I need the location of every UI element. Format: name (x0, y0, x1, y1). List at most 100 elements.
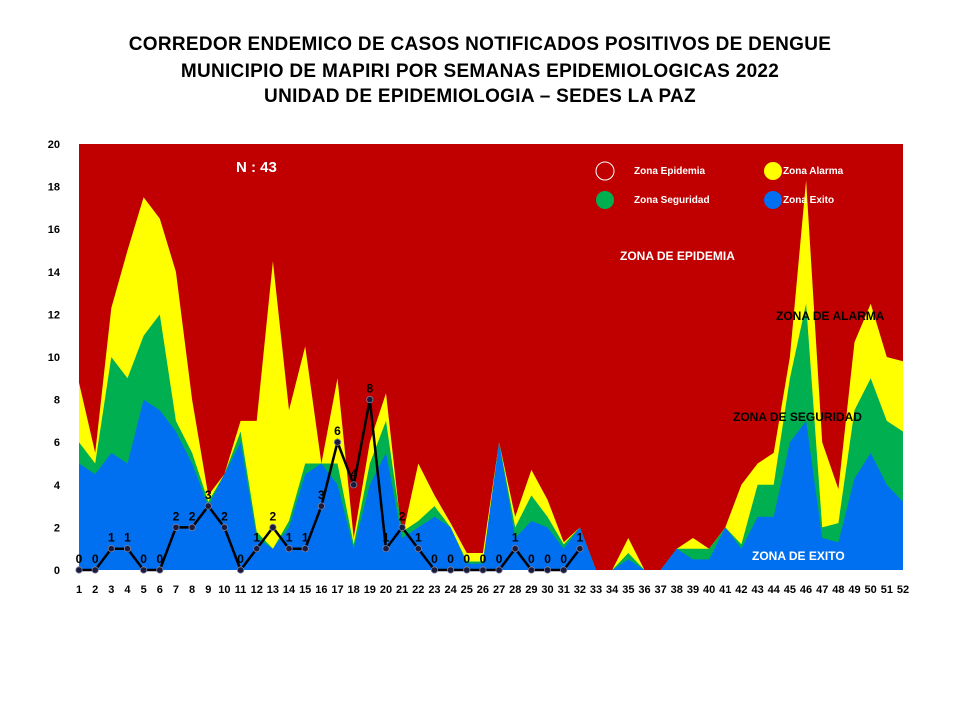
zone-epidemia-label: ZONA DE EPIDEMIA (620, 249, 735, 263)
case-data-label: 0 (480, 552, 487, 566)
case-point (414, 545, 422, 553)
x-tick-label: 41 (719, 584, 731, 596)
x-tick-label: 40 (703, 584, 715, 596)
case-point (366, 395, 374, 404)
x-tick-label: 1 (76, 584, 82, 596)
chart-title-line-3: UNIDAD DE EPIDEMIOLOGIA – SEDES LA PAZ (264, 86, 696, 107)
x-tick-label: 7 (173, 584, 179, 596)
case-data-label: 0 (463, 552, 470, 566)
x-tick-label: 11 (235, 584, 247, 596)
x-tick-label: 28 (509, 584, 521, 596)
x-tick-label: 15 (299, 584, 311, 596)
x-tick-label: 3 (108, 584, 114, 596)
case-data-label: 0 (431, 552, 438, 566)
case-data-label: 0 (156, 552, 163, 566)
x-tick-label: 32 (574, 584, 586, 596)
case-point (123, 545, 132, 553)
case-point (140, 566, 148, 574)
x-tick-label: 46 (800, 584, 812, 596)
x-tick-label: 10 (218, 584, 230, 596)
x-tick-label: 52 (897, 584, 909, 596)
case-point (511, 545, 519, 553)
zone-seguridad-label: ZONA DE SEGURIDAD (733, 410, 862, 424)
case-data-label: 2 (189, 509, 196, 523)
x-tick-label: 13 (267, 584, 279, 596)
x-tick-label: 45 (784, 584, 796, 596)
n-label: N : 43 (236, 159, 277, 176)
x-tick-label: 33 (590, 584, 602, 596)
x-tick-label: 29 (525, 584, 537, 596)
x-tick-label: 48 (832, 584, 844, 596)
case-point (188, 523, 196, 532)
case-data-label: 0 (76, 552, 83, 566)
x-tick-label: 31 (558, 584, 570, 596)
case-point (543, 566, 552, 574)
x-tick-label: 35 (622, 584, 634, 596)
x-tick-label: 9 (205, 584, 211, 596)
x-tick-label: 18 (348, 584, 360, 596)
y-tick-label: 8 (54, 395, 60, 407)
case-point (172, 523, 180, 532)
x-tick-label: 2 (92, 584, 98, 596)
case-point (253, 545, 261, 553)
x-tick-label: 38 (671, 584, 683, 596)
case-point (350, 481, 358, 489)
case-data-label: 3 (205, 488, 212, 502)
case-data-label: 1 (108, 531, 115, 545)
chart-title-line-2: MUNICIPIO DE MAPIRI POR SEMANAS EPIDEMIO… (180, 61, 780, 82)
y-tick-label: 16 (48, 224, 60, 236)
x-tick-label: 51 (881, 584, 893, 596)
x-tick-label: 22 (412, 584, 424, 596)
case-data-label: 1 (286, 531, 293, 545)
case-data-label: 1 (383, 531, 390, 545)
case-point (576, 545, 584, 553)
case-data-label: 2 (399, 509, 406, 523)
y-tick-label: 20 (48, 139, 60, 151)
legend-swatch-seguridad (596, 191, 614, 209)
x-tick-label: 39 (687, 584, 699, 596)
legend-label-alarma: Zona Alarma (783, 166, 844, 177)
case-point (91, 566, 99, 574)
y-tick-label: 14 (48, 267, 61, 279)
case-data-label: 0 (140, 552, 147, 566)
case-point (75, 566, 83, 574)
x-tick-label: 25 (461, 584, 473, 596)
legend-label-epidemia: Zona Epidemia (634, 166, 706, 177)
legend-swatch-epidemia (595, 161, 615, 181)
case-data-label: 2 (221, 509, 228, 523)
x-tick-label: 37 (655, 584, 667, 596)
legend-label-seguridad: Zona Seguridad (634, 195, 710, 206)
case-point (285, 545, 293, 553)
case-point (333, 438, 342, 446)
x-tick-label: 23 (428, 584, 440, 596)
x-tick-label: 47 (816, 584, 828, 596)
case-point (156, 566, 164, 574)
case-point (107, 545, 115, 553)
legend-swatch-exito (764, 191, 782, 209)
x-tick-label: 36 (638, 584, 650, 596)
x-tick-label: 19 (364, 584, 376, 596)
case-data-label: 0 (447, 552, 454, 566)
case-point (269, 523, 277, 532)
case-point (447, 566, 455, 574)
case-data-label: 1 (577, 531, 584, 545)
case-data-label: 3 (318, 488, 325, 502)
case-data-label: 1 (512, 531, 519, 545)
x-tick-label: 8 (189, 584, 195, 596)
x-tick-label: 5 (141, 584, 147, 596)
y-tick-label: 10 (48, 352, 60, 364)
legend-label-exito: Zona Exito (783, 195, 834, 206)
case-data-label: 1 (302, 531, 309, 545)
case-data-label: 0 (544, 552, 551, 566)
case-data-label: 0 (560, 552, 567, 566)
area-zona-exito (79, 399, 903, 570)
zone-exito-label: ZONA DE EXITO (752, 549, 845, 563)
case-point (382, 545, 390, 553)
x-tick-label: 27 (493, 584, 505, 596)
case-point (220, 523, 229, 532)
case-point (495, 566, 503, 574)
x-tick-label: 21 (396, 584, 408, 596)
y-tick-label: 12 (48, 309, 60, 321)
y-tick-label: 6 (54, 437, 60, 449)
